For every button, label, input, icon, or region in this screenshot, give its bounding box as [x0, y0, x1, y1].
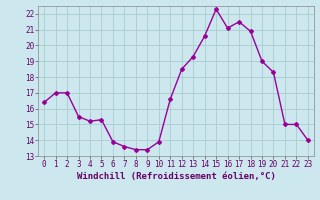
X-axis label: Windchill (Refroidissement éolien,°C): Windchill (Refroidissement éolien,°C)	[76, 172, 276, 181]
